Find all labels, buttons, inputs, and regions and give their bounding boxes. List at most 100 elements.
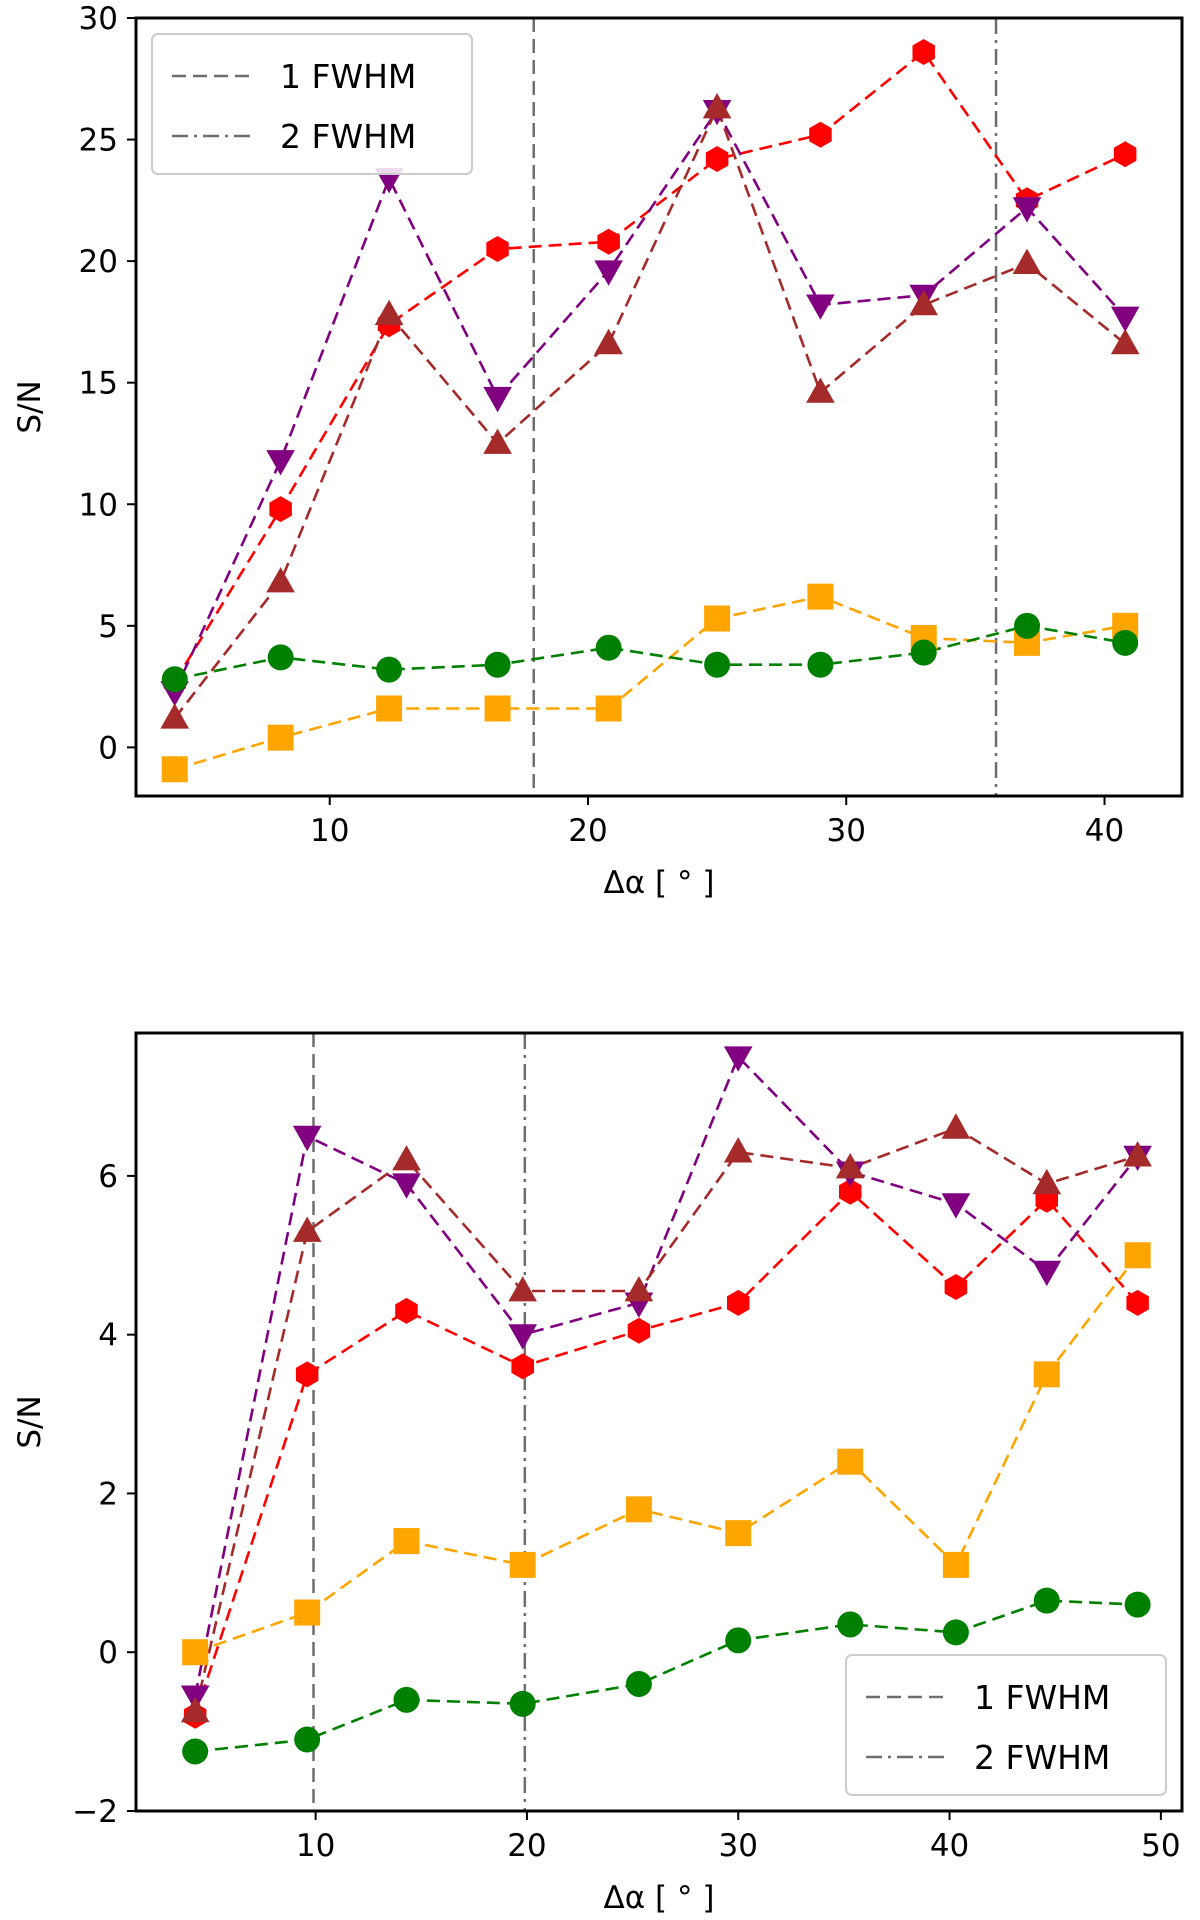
x-tick-label: 30 <box>827 813 866 849</box>
data-point-red-4 <box>486 236 509 262</box>
data-point-orange-5 <box>595 695 622 722</box>
data-point-orange-2 <box>267 724 294 751</box>
y-tick-label: 25 <box>79 123 118 159</box>
data-point-red-7 <box>839 1178 862 1205</box>
legend: 1 FWHM 2 FWHM <box>845 1654 1167 1796</box>
y-tick-label: 30 <box>79 1 118 37</box>
data-point-brown-10 <box>1123 1141 1152 1167</box>
data-point-green-3 <box>393 1686 420 1713</box>
data-point-green-7 <box>837 1611 864 1638</box>
data-point-red-2 <box>295 1361 319 1388</box>
series-line-orange <box>174 595 1126 771</box>
data-point-green-5 <box>625 1670 652 1697</box>
legend-label: 1 FWHM <box>974 1678 1110 1717</box>
series-line-orange <box>194 1254 1139 1654</box>
data-point-brown-4 <box>508 1276 537 1302</box>
data-point-orange-4 <box>509 1551 536 1578</box>
series-line-green <box>174 624 1126 681</box>
data-point-green-4 <box>509 1690 536 1717</box>
x-axis-label: Δα [ ° ] <box>604 865 715 901</box>
data-point-green-8 <box>910 639 937 666</box>
data-point-red-7 <box>809 121 832 148</box>
y-tick-label: 15 <box>79 366 118 402</box>
plot-frame <box>134 16 1184 798</box>
data-point-orange-3 <box>376 695 403 722</box>
data-point-brown-4 <box>483 428 512 454</box>
data-point-orange-1 <box>161 756 188 783</box>
data-point-purple-6 <box>723 1046 753 1072</box>
x-tick-label: 50 <box>1141 1828 1180 1864</box>
data-point-green-8 <box>942 1619 969 1646</box>
legend-label: 2 FWHM <box>280 117 416 156</box>
data-point-green-10 <box>1112 629 1139 656</box>
data-point-red-2 <box>269 496 292 523</box>
series-markers-green <box>182 1587 1151 1765</box>
data-point-brown-1 <box>160 703 189 729</box>
data-point-orange-7 <box>807 583 834 610</box>
data-point-brown-5 <box>624 1276 654 1302</box>
data-point-red-8 <box>944 1274 968 1300</box>
y-tick-label: 10 <box>79 487 118 523</box>
data-point-brown-7 <box>835 1153 865 1179</box>
data-point-purple-4 <box>508 1324 537 1350</box>
y-axis-label: S/N <box>12 1395 48 1448</box>
series-line-red <box>193 1190 1139 1717</box>
data-point-purple-7 <box>806 294 835 320</box>
data-point-brown-3 <box>374 299 404 325</box>
data-point-brown-5 <box>594 328 623 355</box>
data-point-purple-8 <box>941 1193 971 1219</box>
series-markers-red <box>183 1178 1149 1729</box>
chart-panel-1: 10 20 30 40 0 5 10 15 20 25 30 Δα [ ° ] S/N 1 FWHM 2 F… <box>12 1 1184 901</box>
series-markers-brown <box>180 1113 1152 1723</box>
data-point-brown-3 <box>392 1145 421 1171</box>
data-point-brown-9 <box>1012 248 1042 274</box>
data-point-red-5 <box>627 1317 651 1344</box>
data-point-green-2 <box>294 1726 321 1753</box>
data-point-brown-6 <box>723 1137 753 1163</box>
data-point-red-6 <box>727 1289 750 1316</box>
x-axis-label: Δα [ ° ] <box>604 1880 715 1916</box>
y-tick-label: 2 <box>98 1476 118 1512</box>
data-point-purple-9 <box>1012 197 1042 223</box>
data-point-green-3 <box>376 656 403 683</box>
y-tick-label: 0 <box>98 730 118 766</box>
series-line-brown <box>193 1126 1138 1713</box>
data-point-orange-6 <box>704 605 731 632</box>
data-point-brown-7 <box>806 377 835 403</box>
data-point-purple-9 <box>1032 1260 1062 1287</box>
x-tick-label: 10 <box>310 813 349 849</box>
data-point-red-5 <box>597 228 620 255</box>
y-tick-label: 6 <box>98 1159 118 1195</box>
data-point-green-1 <box>182 1738 209 1765</box>
legend: 1 FWHM 2 FWHM <box>151 33 473 175</box>
plot-area <box>160 18 1140 796</box>
data-point-orange-2 <box>294 1599 321 1626</box>
data-point-red-10 <box>1126 1289 1149 1316</box>
data-point-brown-8 <box>909 289 938 316</box>
series-line-brown <box>173 104 1127 719</box>
x-tick-label: 30 <box>719 1828 758 1864</box>
data-point-brown-9 <box>1032 1168 1062 1195</box>
data-point-brown-8 <box>941 1113 971 1139</box>
y-tick-label: 4 <box>98 1318 118 1354</box>
data-point-purple-3 <box>392 1173 421 1199</box>
data-point-orange-3 <box>393 1528 420 1555</box>
series-line-purple <box>173 107 1127 693</box>
y-tick-label: 0 <box>98 1635 118 1671</box>
data-point-brown-10 <box>1110 328 1140 355</box>
data-point-orange-8 <box>942 1551 969 1578</box>
data-point-red-4 <box>511 1353 534 1380</box>
data-point-orange-6 <box>725 1520 752 1547</box>
data-point-brown-1 <box>180 1696 210 1723</box>
data-point-purple-10 <box>1110 306 1140 332</box>
series-markers-orange <box>182 1242 1151 1666</box>
data-point-green-9 <box>1014 612 1041 639</box>
x-tick-label: 40 <box>1085 813 1124 849</box>
x-tick-label: 40 <box>930 1828 969 1864</box>
data-point-orange-9 <box>1033 1361 1060 1388</box>
data-point-purple-2 <box>266 450 295 476</box>
data-point-orange-4 <box>484 695 511 722</box>
data-point-green-6 <box>725 1627 752 1654</box>
data-point-brown-6 <box>702 93 732 119</box>
